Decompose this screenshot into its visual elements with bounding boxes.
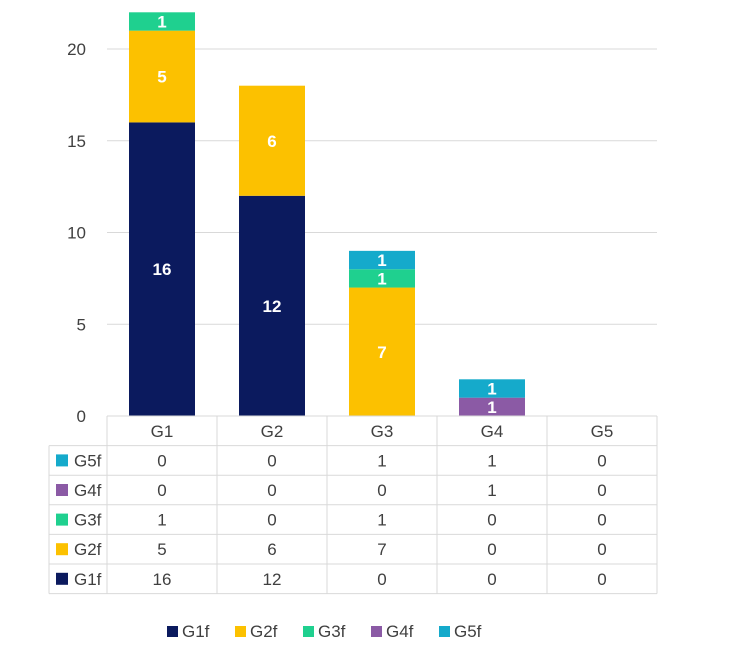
y-axis: 0 5 10 15 20 xyxy=(67,40,86,426)
legend-entry: G1f xyxy=(182,622,210,641)
table-cell: 5 xyxy=(157,540,166,559)
table-cell: 0 xyxy=(597,511,606,530)
table-cell: 0 xyxy=(487,540,496,559)
legend: G1f G2f G3f G4f G5f xyxy=(167,622,482,641)
bar-data-label: 1 xyxy=(487,398,496,417)
x-category-label: G4 xyxy=(481,422,504,441)
bar-segment-g2-g2f xyxy=(239,85,305,196)
table-row-label: G3f xyxy=(74,511,102,530)
legend-key-g2f xyxy=(56,543,68,556)
legend-key-g5f xyxy=(56,454,68,467)
legend-swatch-g3f xyxy=(303,626,314,637)
bar-segment-g1-g3f xyxy=(129,12,195,31)
x-category-label: G5 xyxy=(591,422,614,441)
legend-key-g4f xyxy=(56,484,68,496)
table-cell: 0 xyxy=(597,451,606,470)
table-cell: 0 xyxy=(597,540,606,559)
bar-segment-g2-g1f xyxy=(239,195,305,416)
table-cell: 1 xyxy=(157,511,166,530)
y-tick-label: 20 xyxy=(67,40,86,59)
legend-entry: G2f xyxy=(250,622,278,641)
bar-data-label: 1 xyxy=(487,379,496,398)
bar-data-label: 1 xyxy=(157,12,166,31)
bar-data-label: 7 xyxy=(377,343,386,362)
table-row-label: G1f xyxy=(74,570,102,589)
table-cell: 0 xyxy=(267,451,276,470)
data-table: G1 G2 G3 G4 G5 G5f 0 0 1 1 0 G4f 0 0 0 1 0 G3f 1 0 1 0 0 G2f 5 6 7… xyxy=(48,415,658,595)
table-cell: 12 xyxy=(263,570,282,589)
y-tick-label: 5 xyxy=(77,315,86,334)
legend-key-g3f xyxy=(56,513,68,526)
bar-segment-g3-g2f xyxy=(349,287,415,416)
y-tick-label: 10 xyxy=(67,224,86,243)
table-row-label: G2f xyxy=(74,540,102,559)
legend-swatch-g5f xyxy=(439,626,450,637)
table-cell: 0 xyxy=(377,481,386,500)
table-cell: 16 xyxy=(153,570,172,589)
table-row-label: G4f xyxy=(74,481,102,500)
bar-data-label: 16 xyxy=(153,260,172,279)
bar-data-label: 6 xyxy=(267,132,276,151)
table-cell: 0 xyxy=(487,511,496,530)
bar-segment-g4-g4f xyxy=(459,397,525,416)
legend-swatch-g1f xyxy=(167,626,178,637)
table-cell: 6 xyxy=(267,540,276,559)
table-cell: 0 xyxy=(597,481,606,500)
legend-key-g1f xyxy=(56,572,68,585)
x-category-label: G3 xyxy=(371,422,394,441)
bar-data-label: 5 xyxy=(157,68,166,87)
table-cell: 0 xyxy=(267,511,276,530)
table-cell: 0 xyxy=(377,570,386,589)
bar-data-label: 1 xyxy=(377,269,386,288)
table-cell: 0 xyxy=(157,481,166,500)
legend-swatch-g2f xyxy=(235,626,246,637)
table-cell: 1 xyxy=(377,451,386,470)
bar-segment-g3-g3f xyxy=(349,269,415,288)
table-cell: 0 xyxy=(487,570,496,589)
bar-data-label: 1 xyxy=(377,251,386,270)
legend-entry: G3f xyxy=(318,622,346,641)
table-cell: 1 xyxy=(377,511,386,530)
x-category-label: G2 xyxy=(261,422,284,441)
bar-segment-g4-g5f xyxy=(459,379,525,398)
table-cell: 0 xyxy=(267,481,276,500)
legend-entry: G5f xyxy=(454,622,482,641)
table-cell: 7 xyxy=(377,540,386,559)
bar-segment-g1-g2f xyxy=(129,30,195,123)
table-row-label: G5f xyxy=(74,451,102,470)
bar-segment-g1-g1f xyxy=(129,122,195,417)
table-cell: 1 xyxy=(487,451,496,470)
bar-data-label: 12 xyxy=(263,297,282,316)
legend-swatch-g4f xyxy=(371,626,382,637)
x-category-label: G1 xyxy=(151,422,174,441)
y-tick-label: 0 xyxy=(77,407,86,426)
table-cell: 1 xyxy=(487,481,496,500)
table-cell: 0 xyxy=(157,451,166,470)
y-tick-label: 15 xyxy=(67,132,86,151)
bar-segment-g3-g5f xyxy=(349,250,415,270)
table-cell: 0 xyxy=(597,570,606,589)
legend-entry: G4f xyxy=(386,622,414,641)
